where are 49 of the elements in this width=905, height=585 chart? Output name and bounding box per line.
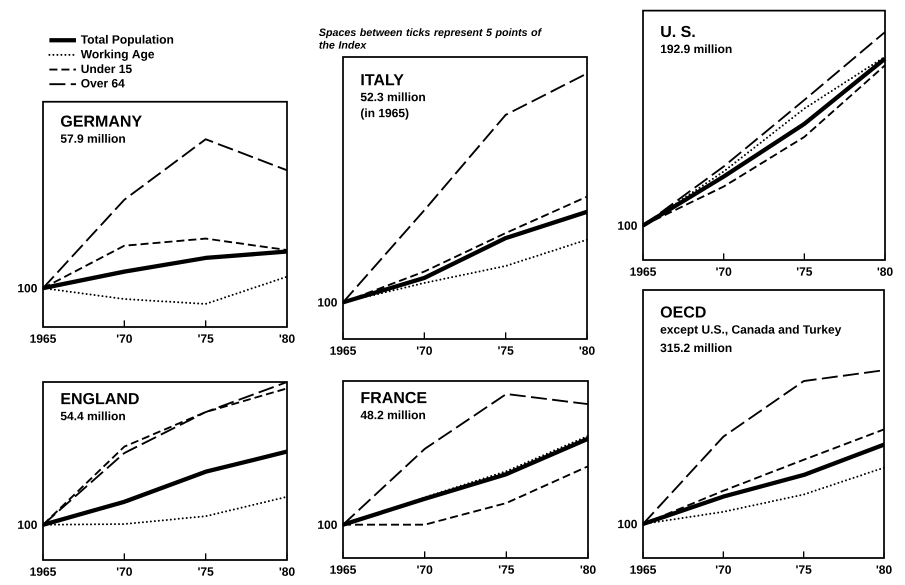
annotation: 48.2 million: [360, 410, 426, 420]
x-tick-label: '80: [280, 567, 295, 576]
x-tick-label: '70: [416, 346, 432, 355]
chart-title: OECD: [660, 306, 706, 318]
x-tick-label: '80: [280, 334, 295, 343]
annotation: 52.3 million: [360, 92, 425, 102]
chart-title: GERMANY: [61, 115, 142, 127]
x-tick-label: 1965: [30, 334, 56, 343]
text: 315.2 million: [660, 343, 732, 352]
annotation: 54.4 million: [60, 411, 125, 420]
legend-label: Total Population: [80, 34, 174, 46]
legend-label: Under 15: [81, 64, 132, 74]
x-tick-label: 1965: [630, 565, 656, 574]
x-tick-label: '70: [116, 334, 132, 343]
x-tick-label: '70: [417, 565, 432, 574]
x-tick-label: 1965: [630, 267, 656, 276]
text: 100: [618, 520, 637, 528]
text: 100: [18, 284, 37, 292]
text: ENGLAND: [61, 392, 139, 404]
x-tick-label: '80: [580, 565, 596, 574]
x-tick-label: '75: [796, 565, 812, 574]
text: except U.S., Canada and Turkey: [660, 324, 842, 336]
x-tick-label: '75: [198, 334, 214, 343]
x-tick-label: 1965: [330, 346, 356, 355]
x-tick-label: '75: [198, 567, 214, 576]
chart-title: FRANCE: [361, 392, 426, 404]
annotation: 192.9 million: [660, 44, 732, 54]
chart-title: ITALY: [361, 74, 404, 86]
x-tick-label: '70: [716, 267, 732, 276]
x-tick-label: '75: [498, 565, 514, 574]
text: 100: [318, 520, 337, 529]
chart-subtitle: Spaces between ticks represent 5 points of the Index: [318, 28, 542, 49]
annotation: (in 1965): [360, 108, 408, 120]
x-tick-label: '80: [876, 565, 892, 574]
x-tick-label: '70: [116, 567, 132, 576]
text: 100: [18, 520, 37, 530]
text: 100: [618, 221, 637, 230]
annotation: 57.9 million: [60, 134, 125, 143]
chart-title: U. S.: [661, 26, 695, 38]
text: 100: [318, 298, 337, 307]
x-tick-label: '80: [878, 267, 893, 276]
x-tick-label: '80: [580, 346, 595, 355]
x-tick-label: '75: [796, 267, 812, 276]
legend-label: Working Age: [80, 50, 154, 61]
x-tick-label: '70: [716, 565, 731, 574]
legend-label: Over 64: [81, 78, 125, 88]
x-tick-label: '75: [498, 346, 514, 355]
x-tick-label: 1965: [30, 567, 56, 576]
x-tick-label: 1965: [330, 565, 356, 574]
